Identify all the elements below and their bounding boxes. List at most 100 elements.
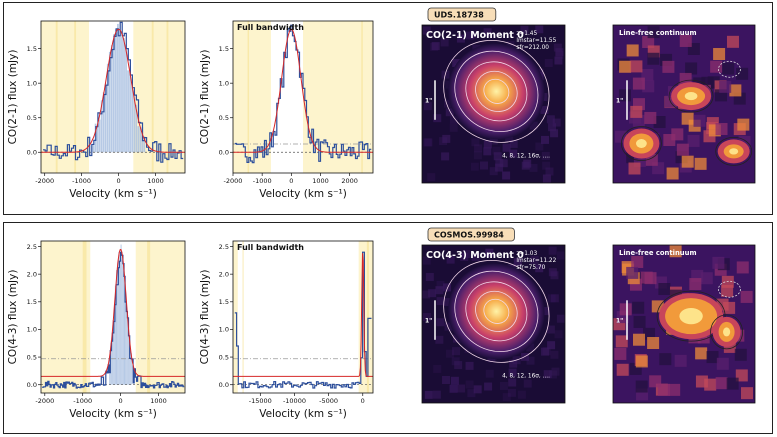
noise-pixel xyxy=(442,134,451,143)
noise-pixel xyxy=(679,72,692,85)
noise-pixel xyxy=(719,80,732,93)
line-bar xyxy=(129,71,131,153)
noise-pixel xyxy=(544,58,553,67)
noise-pixel xyxy=(431,42,440,51)
y-tick-label: 0.0 xyxy=(27,149,37,157)
row-figure: -2000 -1000 0 10000.00.51.01.52.02.5Velocit… xyxy=(7,227,756,420)
noise-pixel xyxy=(492,146,501,155)
line-bar xyxy=(126,307,128,385)
noise-pixel xyxy=(462,250,471,259)
noise-pixel xyxy=(483,147,492,156)
noise-pixel xyxy=(676,143,689,156)
line-bar xyxy=(113,34,115,153)
noise-pixel xyxy=(694,157,707,170)
noise-pixel xyxy=(681,112,694,125)
masked-stripe xyxy=(247,21,250,173)
noise-pixel xyxy=(444,322,453,331)
noise-pixel xyxy=(630,60,643,73)
noise-pixel xyxy=(556,314,565,323)
noise-pixel xyxy=(506,40,515,49)
data-step-line xyxy=(234,24,372,164)
map-frame xyxy=(612,244,756,404)
noise-pixel xyxy=(633,315,646,328)
line-bar xyxy=(117,262,119,385)
y-tick-label: 1.0 xyxy=(219,79,229,87)
noise-pixel xyxy=(449,384,458,393)
line-bar xyxy=(129,345,131,385)
line-bar xyxy=(115,29,117,153)
line-bar xyxy=(133,91,136,153)
noise-pixel xyxy=(509,359,518,368)
noise-pixel xyxy=(666,167,679,180)
line-bar xyxy=(120,244,122,385)
line-bar xyxy=(117,23,119,153)
x-tick-label: -1000 xyxy=(73,397,92,405)
x-axis-label: Velocity (km s⁻¹) xyxy=(69,188,157,200)
noise-pixel xyxy=(647,52,660,65)
emission-core xyxy=(679,308,703,325)
y-tick-label: 1.5 xyxy=(27,45,37,53)
source-emission xyxy=(448,263,545,360)
noise-pixel xyxy=(550,129,559,138)
noise-pixel xyxy=(679,34,692,47)
noise-pixel xyxy=(555,48,564,57)
gaussian-fit-line xyxy=(233,253,373,377)
noise-pixel xyxy=(552,118,561,127)
noise-pixel xyxy=(618,89,631,102)
noise-pixel xyxy=(740,387,753,400)
contour xyxy=(465,281,528,342)
noise-pixel xyxy=(513,258,522,267)
x-tick-label: -2000 xyxy=(35,397,54,405)
y-tick-label: 0.5 xyxy=(219,114,229,122)
data-step-line xyxy=(42,251,185,389)
noise-pixel xyxy=(422,312,431,321)
noise-pixel xyxy=(644,272,657,285)
noise-pixel xyxy=(541,307,550,316)
noise-pixel xyxy=(657,383,670,396)
noise-pixel xyxy=(425,272,434,281)
line-bar xyxy=(122,266,124,385)
noise-pixel xyxy=(689,278,702,291)
noise-pixel xyxy=(485,369,494,378)
gaussian-fit-line xyxy=(41,28,185,153)
noise-pixel xyxy=(722,62,735,75)
y-tick-label: 2.0 xyxy=(27,270,37,278)
noise-pixel xyxy=(530,255,539,264)
noise-pixel xyxy=(740,290,753,303)
masked-stripe xyxy=(366,241,369,393)
scale-label: 1" xyxy=(425,97,432,104)
x-tick-label: 1000 xyxy=(312,177,329,185)
noise-pixel xyxy=(452,347,461,356)
emission-core xyxy=(684,92,698,101)
noise-pixel xyxy=(535,264,544,273)
noise-pixel xyxy=(548,268,557,277)
noise-pixel xyxy=(422,256,431,265)
noise-pixel xyxy=(681,155,694,168)
line-bar xyxy=(121,259,123,385)
noise-pixel xyxy=(550,294,559,303)
noise-pixel xyxy=(542,174,551,183)
row-uds-18738: -2000 -1000 0 1000 0.0 0.5 1.0 1.5 Velocity (km … xyxy=(3,2,773,215)
continuum-title: Line-free continuum xyxy=(619,249,697,257)
scale-label: 1" xyxy=(425,317,432,324)
noise-pixel xyxy=(427,173,436,182)
data-step-line xyxy=(43,21,184,163)
noise-pixel xyxy=(436,297,445,306)
x-tick-label: 0 xyxy=(289,177,293,185)
y-tick-label: 1.0 xyxy=(219,326,229,334)
row-figure: -2000 -1000 0 1000 0.0 0.5 1.0 1.5 Velocity (km … xyxy=(7,7,756,200)
noise-pixel xyxy=(548,123,557,132)
noise-pixel xyxy=(483,28,492,37)
noise-pixel xyxy=(546,325,555,334)
noise-pixel xyxy=(502,143,511,152)
noise-pixel xyxy=(469,30,478,39)
x-tick-label: -5000 xyxy=(319,397,338,405)
noise-pixel xyxy=(445,349,454,358)
line-bar xyxy=(123,274,125,385)
noise-pixel xyxy=(535,142,544,151)
x-tick-label: 1000 xyxy=(147,177,164,185)
noise-pixel xyxy=(441,152,450,161)
spectrum-panel: -2000 -1000 0 1000 2000 0.0 0.5 1.0 1.5 Velocity … xyxy=(199,20,374,200)
noise-pixel xyxy=(540,135,549,144)
source-property: lmstar=11.55 xyxy=(516,38,556,44)
